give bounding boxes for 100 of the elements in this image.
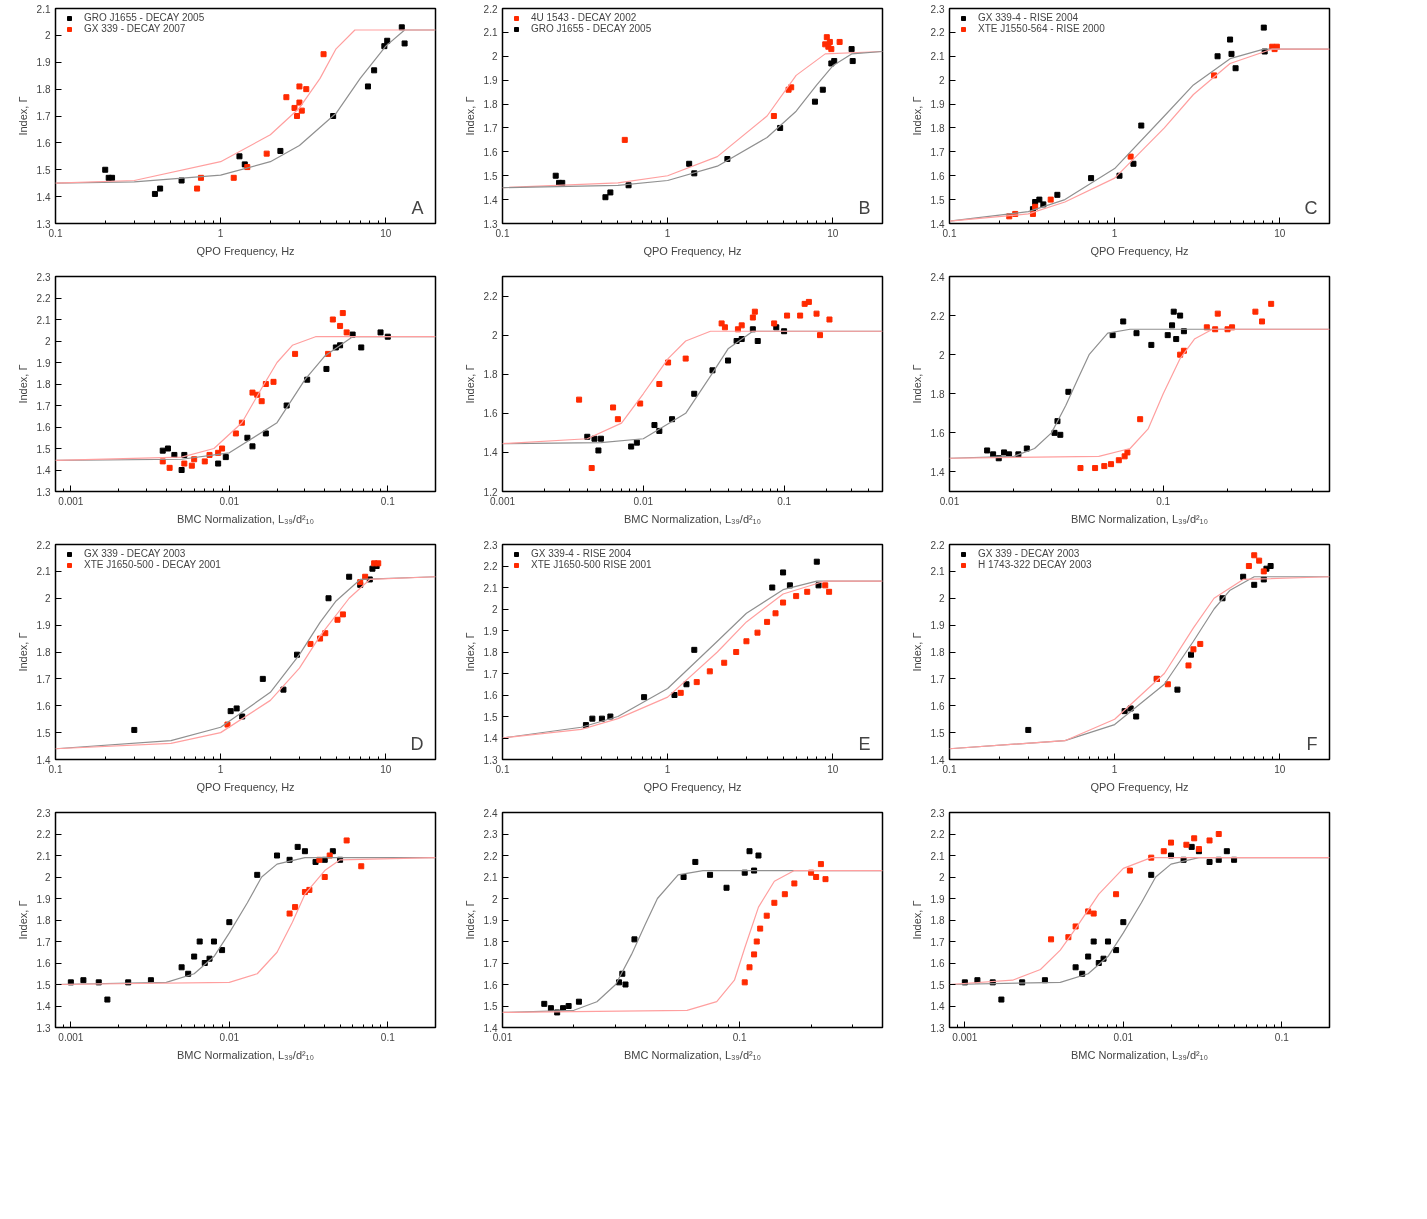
y-tick-label: 2.3 (36, 807, 51, 819)
x-axis-title: BMC Normalization, L₃₉/d²₁₀ (1071, 1048, 1208, 1061)
x-tick-label: 1 (664, 227, 671, 239)
y-tick-label: 1.3 (36, 218, 51, 230)
y-tick-label: 1.9 (930, 99, 945, 111)
y-tick-label: 2.2 (36, 829, 51, 840)
y-tick-label: 2 (44, 336, 51, 347)
y-tick-label: 2 (491, 893, 498, 905)
y-tick-label: 1.6 (36, 958, 51, 969)
y-tick-label: 1.5 (36, 727, 51, 739)
y-tick-label: 1.2 (483, 486, 498, 498)
y-tick-label: 2 (491, 51, 498, 63)
y-tick-label: 1.4 (483, 447, 498, 459)
y-axis-title: Index, Γ (16, 364, 29, 404)
x-tick-label: 0.01 (1113, 1031, 1134, 1043)
y-tick-label: 1.3 (36, 1022, 51, 1034)
x-tick-label: 0.001 (952, 1031, 978, 1043)
y-tick-label: 1.6 (36, 137, 51, 149)
legend-label: 4U 1543 - DECAY 2002 (531, 12, 637, 23)
y-tick-label: 1.7 (483, 668, 498, 680)
y-tick-label: 1.6 (36, 700, 51, 712)
x-tick-label: 0.001 (58, 1031, 84, 1043)
y-tick-label: 1.5 (930, 194, 945, 206)
y-tick-label: 1.9 (36, 57, 51, 69)
y-axis-title: Index, Γ (16, 900, 29, 940)
x-tick-label: 0.1 (495, 227, 510, 239)
x-tick-label: 1 (217, 763, 224, 775)
y-tick-label: 1.7 (930, 936, 945, 948)
y-tick-label: 1.4 (36, 754, 51, 766)
y-tick-label: 1.9 (483, 625, 498, 637)
y-tick-label: 1.5 (483, 170, 498, 182)
y-tick-label: 1.6 (483, 408, 498, 420)
y-tick-label: 1.4 (36, 1001, 51, 1012)
y-tick-label: 2 (491, 604, 498, 615)
y-tick-label: 1.4 (36, 465, 51, 476)
y-tick-label: 1.8 (36, 84, 51, 96)
y-tick-label: 2.1 (930, 566, 945, 578)
legend-label: GX 339 - DECAY 2003 (84, 548, 186, 559)
x-tick-label: 0.1 (777, 495, 792, 507)
y-tick-label: 2.3 (930, 3, 945, 15)
y-tick-label: 2.2 (930, 310, 945, 322)
x-tick-label: 1 (664, 763, 671, 775)
y-tick-label: 2.3 (36, 271, 51, 283)
x-axis-title: BMC Normalization, L₃₉/d²₁₀ (1071, 512, 1208, 525)
y-tick-label: 1.7 (36, 936, 51, 948)
x-axis-title: BMC Normalization, L₃₉/d²₁₀ (624, 512, 761, 525)
y-tick-label: 2.2 (483, 561, 498, 572)
x-axis-title: QPO Frequency, Hz (643, 780, 742, 793)
y-tick-label: 2 (938, 593, 945, 605)
y-tick-label: 1.6 (36, 422, 51, 433)
y-tick-label: 2.3 (483, 829, 498, 840)
y-tick-label: 2 (938, 872, 945, 883)
y-tick-label: 1.9 (930, 620, 945, 632)
y-axis-title: Index, Γ (16, 632, 29, 672)
y-tick-label: 1.5 (483, 711, 498, 723)
y-tick-label: 2.3 (483, 539, 498, 551)
y-tick-label: 1.5 (36, 443, 51, 455)
y-axis-title: Index, Γ (463, 632, 476, 672)
x-tick-label: 10 (827, 227, 839, 239)
y-tick-label: 2 (44, 593, 51, 605)
y-tick-label: 1.5 (36, 979, 51, 991)
y-tick-label: 2.1 (36, 3, 51, 15)
y-tick-label: 1.4 (930, 754, 945, 766)
legend-label: GX 339-4 - RISE 2004 (978, 12, 1079, 23)
y-tick-label: 1.6 (483, 146, 498, 158)
y-tick-label: 1.6 (930, 958, 945, 969)
x-axis-title: QPO Frequency, Hz (196, 244, 295, 257)
y-tick-label: 1.3 (36, 486, 51, 498)
x-axis-title: QPO Frequency, Hz (1090, 780, 1189, 793)
annotation: B (858, 197, 871, 218)
x-tick-label: 1 (1111, 227, 1118, 239)
y-tick-label: 1.8 (483, 936, 498, 948)
legend-label: GX 339 - DECAY 2007 (84, 23, 186, 34)
y-tick-label: 2 (44, 872, 51, 883)
y-axis-title: Index, Γ (463, 364, 476, 404)
x-tick-label: 0.01 (939, 495, 960, 507)
y-tick-label: 2.2 (930, 829, 945, 840)
y-tick-label: 2.4 (930, 271, 945, 283)
y-tick-label: 2 (938, 349, 945, 361)
legend-label: GX 339-4 - RISE 2004 (531, 548, 632, 559)
y-tick-label: 2.2 (483, 3, 498, 15)
x-tick-label: 0.01 (492, 1031, 513, 1043)
x-tick-label: 0.001 (489, 495, 516, 507)
y-tick-label: 1.5 (930, 979, 945, 991)
x-tick-label: 10 (1274, 227, 1286, 239)
y-tick-label: 1.8 (36, 379, 51, 390)
y-tick-label: 2.2 (930, 27, 945, 39)
x-tick-label: 0.01 (219, 1031, 240, 1043)
y-tick-label: 1.5 (36, 164, 51, 176)
y-tick-label: 2 (491, 330, 498, 342)
x-tick-label: 0.1 (942, 763, 957, 775)
x-axis-title: BMC Normalization, L₃₉/d²₁₀ (177, 1048, 314, 1061)
legend-label: GRO J1655 - DECAY 2005 (84, 12, 205, 23)
y-axis-title: Index, Γ (16, 96, 29, 136)
x-tick-label: 10 (380, 763, 392, 775)
x-tick-label: 0.1 (942, 227, 957, 239)
y-tick-label: 1.4 (36, 191, 51, 203)
y-tick-label: 1.9 (483, 75, 498, 87)
x-tick-label: 0.01 (219, 495, 240, 507)
legend-label: GX 339 - DECAY 2003 (978, 548, 1080, 559)
